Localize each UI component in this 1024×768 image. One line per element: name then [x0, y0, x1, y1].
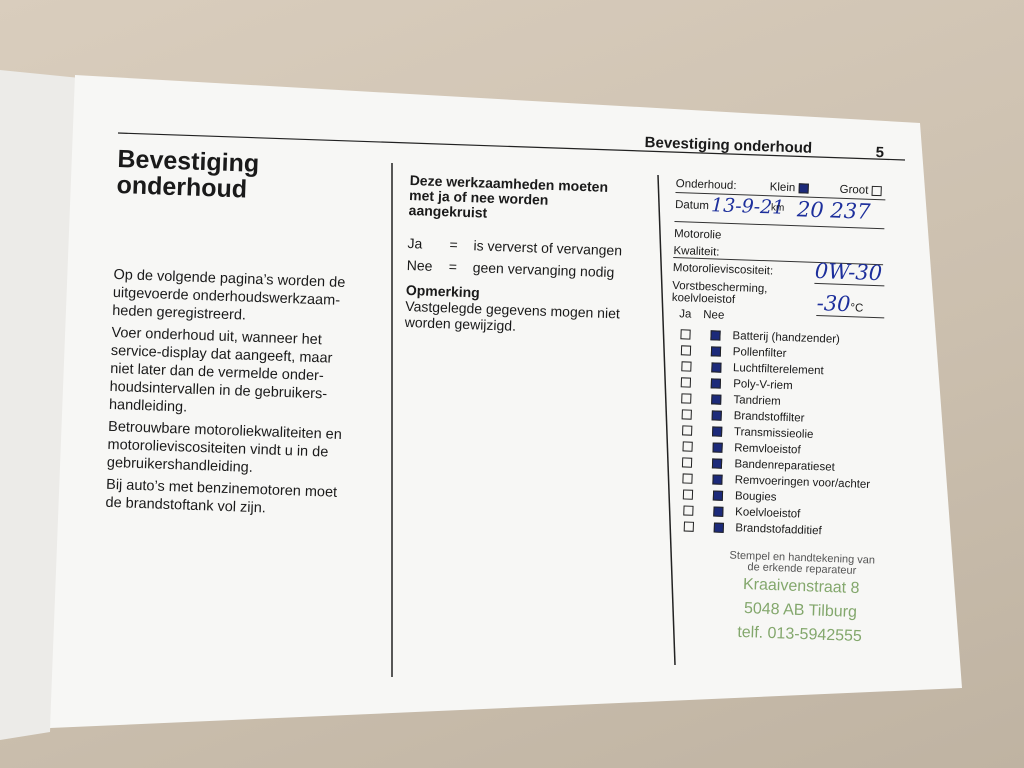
checklist-row: Koelvloeistof [683, 504, 801, 521]
item-label: Brandstoffilter [733, 410, 805, 425]
checkbox-yes [680, 329, 691, 340]
checkbox-yes [682, 441, 693, 452]
col-yes: Ja [679, 308, 692, 321]
previous-page [0, 70, 80, 740]
header-rule [117, 132, 906, 161]
label: km [770, 202, 785, 214]
handwritten-antifreeze: -30 [816, 290, 851, 317]
item-label: Brandstofadditief [735, 522, 822, 538]
checklist-row: Pollenfilter [680, 344, 787, 360]
checklist-row: Remvoeringen voor/achter [682, 472, 870, 491]
item-label: Transmissieolie [733, 426, 814, 441]
checklist-row: Tandriem [681, 392, 781, 408]
paragraph: Voer onderhoud uit, wanneer het service-d… [109, 324, 392, 424]
checklist-row: Bandenreparatieset [682, 456, 835, 474]
checkbox-yes [683, 505, 694, 516]
page-number: 5 [875, 144, 885, 162]
checkbox-yes [682, 473, 693, 484]
checkbox-yes [682, 489, 694, 500]
checklist-row: Luchtfilterelement [680, 360, 824, 378]
legend: Ja = is ververst of vervangen Nee = geen verv… [406, 232, 657, 285]
paragraph: Bij auto’s met benzinemotoren moet de bra… [105, 476, 386, 522]
checkbox-no [710, 362, 722, 373]
item-label: Luchtfilterelement [732, 362, 824, 378]
handwritten-viscosity: 0W-30 [814, 258, 886, 287]
sign: = [448, 258, 458, 275]
checkbox-yes [680, 345, 691, 356]
checkbox-yes [681, 425, 693, 436]
item-label: Bandenreparatieset [734, 458, 835, 474]
item-label: Tandriem [733, 394, 781, 408]
meaning: geen vervanging nodig [472, 259, 615, 281]
item-label: Poly-V-riem [733, 378, 793, 393]
item-label: Remvloeistof [733, 442, 801, 457]
checkbox-yes [682, 457, 693, 468]
checkbox-yes [681, 377, 692, 388]
paragraphs: Op de volgende pagina’s worden de uitgevo… [105, 266, 393, 522]
col-no: Nee [703, 309, 725, 322]
label: Datum [674, 198, 710, 213]
key: Nee [406, 256, 433, 274]
label: Onderhoud: [675, 178, 737, 193]
item-label: Koelvloeistof [734, 506, 801, 521]
item-label: Batterij (handzender) [732, 330, 841, 346]
checkbox [798, 183, 809, 194]
page [50, 75, 962, 728]
label: Motorolie [673, 227, 722, 242]
checkbox-yes [681, 409, 692, 420]
key: Ja [407, 234, 423, 252]
checkbox [871, 185, 882, 197]
paragraph: Op de volgende pagina’s worden de uitgevo… [112, 266, 394, 330]
label: Motorolieviscositeit: [672, 261, 774, 278]
sign: = [449, 236, 458, 253]
middle-column: Deze werkzaamheden moeten met ja of nee w… [405, 172, 660, 339]
checklist-row: Brandstoffilter [681, 408, 805, 425]
checkbox-no [711, 394, 722, 405]
checkbox-no [710, 346, 721, 357]
heading: Bevestiging onderhoud [116, 145, 398, 208]
stamp-address: Kraaivenstraat 8 5048 AB Tilburg telf. 013… [712, 572, 889, 650]
checkbox-no [713, 506, 724, 517]
label: Groot [839, 183, 869, 197]
date-row: Datum 13-9-21 km 20 237 [674, 191, 886, 230]
stamp: Stempel en handtekening van de erkende re… [712, 550, 890, 650]
checkbox-no [712, 442, 723, 453]
checkbox-no [711, 426, 723, 437]
heading: Deze werkzaamheden moeten met ja of nee w… [408, 172, 659, 227]
checklist-row: Remvloeistof [682, 440, 801, 457]
checkbox-no [711, 378, 722, 389]
checklist-row: Transmissieolie [681, 424, 814, 441]
form: Onderhoud: Klein Groot Datum 13-9-21 km … [663, 178, 890, 545]
antifreeze-label: Vorstbescherming, koelvloeistof [672, 280, 768, 307]
checkbox-no [712, 474, 723, 485]
paragraph: Betrouwbare motoroliekwaliteiten en motor… [107, 418, 389, 482]
checkbox-no [711, 410, 722, 421]
checkbox-no [710, 330, 721, 341]
checkbox-yes [680, 361, 692, 372]
checklist-row: Batterij (handzender) [680, 328, 840, 346]
checklist-row: Brandstofadditief [683, 520, 822, 537]
item-label: Bougies [734, 490, 777, 504]
left-column: Bevestiging onderhoud Op de volgende pagi… [105, 145, 398, 526]
checkbox-no [712, 458, 723, 469]
antifreeze-value: -30°C [816, 290, 886, 319]
checkbox-no [713, 522, 724, 533]
handwritten-km: 20 237 [796, 197, 871, 224]
checkbox-yes [681, 393, 692, 404]
item-label: Remvoeringen voor/achter [734, 474, 871, 491]
checkbox-no [712, 490, 724, 501]
checkbox-yes [683, 521, 694, 532]
checklist-row: Poly-V-riem [681, 376, 793, 392]
label: Klein [769, 181, 796, 195]
unit: °C [850, 302, 864, 315]
item-label: Pollenfilter [732, 346, 787, 360]
checklist-row: Bougies [682, 488, 777, 504]
column-divider [657, 174, 676, 666]
